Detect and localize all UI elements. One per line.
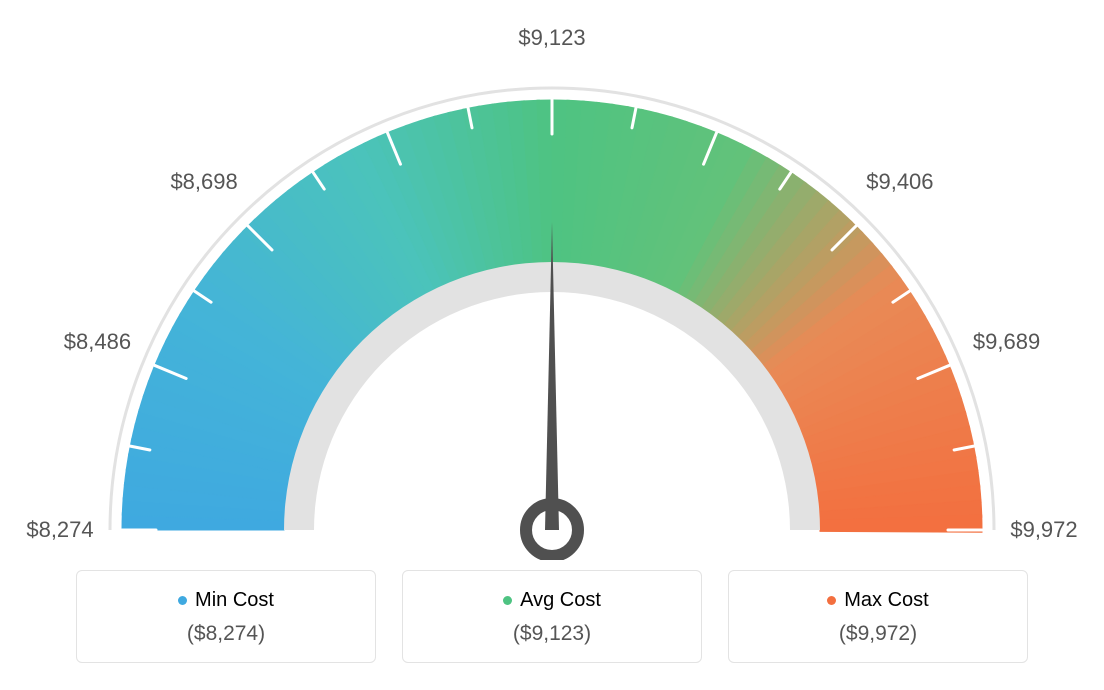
dot-icon: [503, 596, 512, 605]
legend-label: Min Cost: [195, 589, 274, 612]
legend-title-max: Max Cost: [827, 589, 928, 612]
legend-title-min: Min Cost: [178, 589, 274, 612]
dot-icon: [178, 596, 187, 605]
legend-card-avg: Avg Cost ($9,123): [402, 570, 702, 663]
gauge-tick-label: $9,972: [1010, 517, 1077, 543]
gauge-tick-label: $9,123: [518, 25, 585, 51]
legend-label: Max Cost: [844, 589, 928, 612]
gauge-tick-label: $9,689: [973, 329, 1040, 355]
gauge-tick-label: $8,486: [64, 329, 131, 355]
legend-value-max: ($9,972): [739, 622, 1017, 646]
gauge-tick-label: $9,406: [866, 169, 933, 195]
legend-label: Avg Cost: [520, 589, 601, 612]
legend-card-max: Max Cost ($9,972): [728, 570, 1028, 663]
legend-value-min: ($8,274): [87, 622, 365, 646]
legend-value-avg: ($9,123): [413, 622, 691, 646]
gauge-tick-label: $8,274: [26, 517, 93, 543]
legend-title-avg: Avg Cost: [503, 589, 601, 612]
gauge-tick-label: $8,698: [170, 169, 237, 195]
legend-card-min: Min Cost ($8,274): [76, 570, 376, 663]
legend-row: Min Cost ($8,274) Avg Cost ($9,123) Max …: [0, 570, 1104, 663]
dot-icon: [827, 596, 836, 605]
gauge-svg: [0, 0, 1104, 560]
gauge-chart: $8,274 $8,486 $8,698 $9,123 $9,406 $9,689 $9,9…: [0, 0, 1104, 560]
